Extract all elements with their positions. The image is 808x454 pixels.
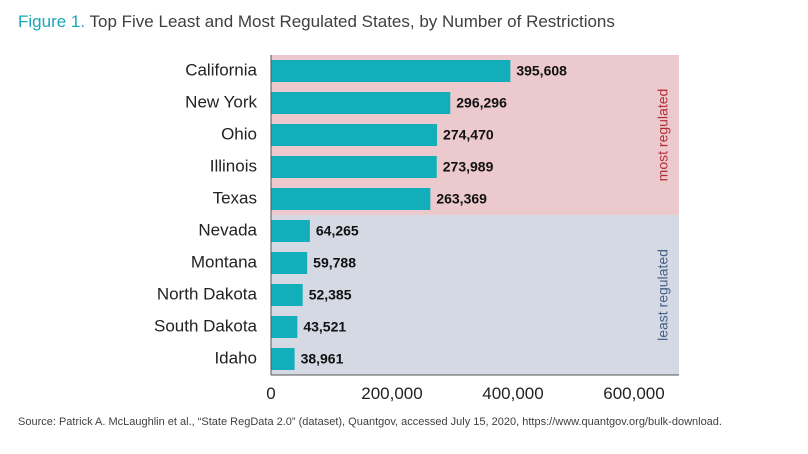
value-labels: 395,608 296,296 274,470 273,989 263,369 64,26… [301,63,568,367]
bar-7 [271,284,303,306]
x-tick-label: 0 [266,384,275,403]
bar-3 [271,156,437,178]
figure-label: Figure 1. [18,12,86,31]
category-label: North Dakota [157,284,258,303]
category-label: Ohio [221,124,257,143]
value-label: 59,788 [313,255,356,271]
bar-6 [271,252,308,274]
value-label: 64,265 [316,223,359,239]
bar-4 [271,188,431,210]
bar-1 [271,92,451,114]
value-label: 274,470 [443,127,494,143]
category-label: Illinois [210,156,257,175]
value-label: 296,296 [456,95,507,111]
category-label: Texas [213,188,257,207]
x-tick-label: 400,000 [482,384,543,403]
value-label: 38,961 [301,351,344,367]
source-note: Source: Patrick A. McLaughlin et al., “S… [18,416,722,428]
category-label: South Dakota [154,316,258,335]
category-label: Montana [191,252,258,271]
value-label: 273,989 [443,159,494,175]
category-label: New York [185,92,257,111]
x-axis: 0 200,000 400,000 600,000 [266,55,679,403]
value-label: 263,369 [436,191,487,207]
x-tick-label: 600,000 [603,384,664,403]
band-label-0: most regulated [655,89,671,182]
chart-title-text: Top Five Least and Most Regulated States… [89,12,615,31]
bar-chart: California New York Ohio Illinois Texas Nevad… [154,55,679,403]
category-label: Nevada [198,220,257,239]
category-labels: California New York Ohio Illinois Texas Nevad… [154,60,258,367]
chart-title: Figure 1. Top Five Least and Most Regula… [18,12,615,32]
band-background-1 [271,215,679,375]
bar-5 [271,220,310,242]
band-label-1: least regulated [655,249,671,341]
value-label: 395,608 [516,63,567,79]
bar-9 [271,348,295,370]
category-label: California [185,60,257,79]
bars [271,60,511,370]
category-label: Idaho [214,348,257,367]
value-label: 43,521 [303,319,346,335]
value-label: 52,385 [309,287,352,303]
x-tick-label: 200,000 [361,384,422,403]
bar-8 [271,316,298,338]
bar-2 [271,124,438,146]
band-labels: most regulated least regulated [655,89,671,341]
bar-0 [271,60,511,82]
